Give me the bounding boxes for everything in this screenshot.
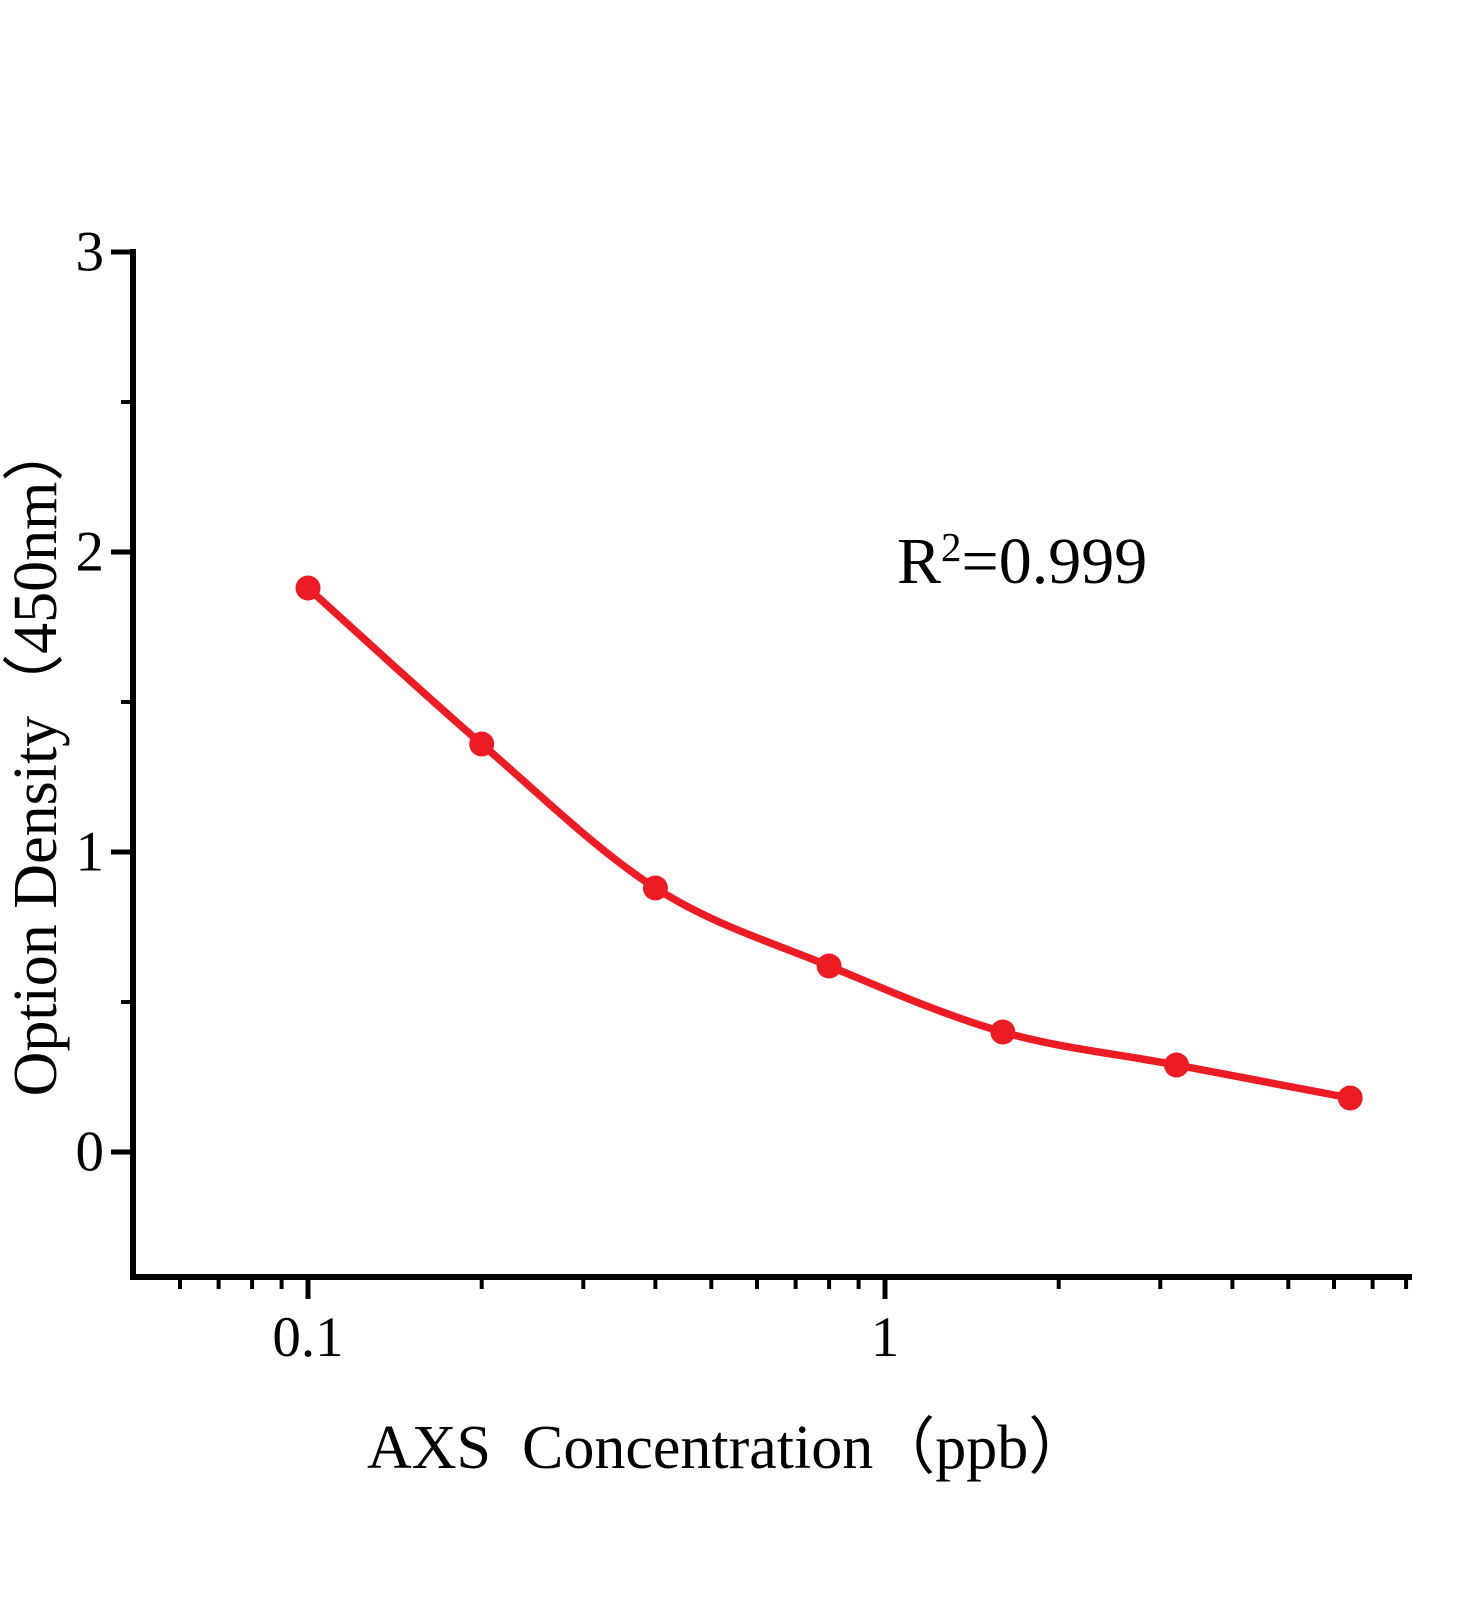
- r-squared-exponent: 2: [941, 524, 962, 570]
- x-tick-label: 1: [871, 1306, 900, 1369]
- data-point: [295, 575, 321, 601]
- y-tick-label: 3: [76, 221, 105, 284]
- r-squared-annotation: R2=0.999: [897, 524, 1147, 600]
- y-tick-label: 0: [76, 1121, 105, 1184]
- data-point: [1337, 1085, 1363, 1111]
- data-point: [816, 953, 842, 979]
- data-point: [642, 875, 668, 901]
- data-point: [469, 731, 495, 757]
- data-point: [1164, 1052, 1189, 1078]
- y-tick-label: 1: [76, 821, 105, 884]
- r-squared-base: R: [897, 525, 942, 598]
- y-tick-label: 2: [76, 521, 105, 584]
- fit-curve: [304, 584, 1354, 1102]
- x-axis-title: AXS Concentration（ppb）: [367, 1414, 1091, 1482]
- x-tick-label: 0.1: [272, 1306, 343, 1369]
- data-point: [990, 1019, 1016, 1045]
- y-axis-title: Option Density（450nm）: [2, 419, 70, 1097]
- r-squared-value: =0.999: [961, 525, 1148, 598]
